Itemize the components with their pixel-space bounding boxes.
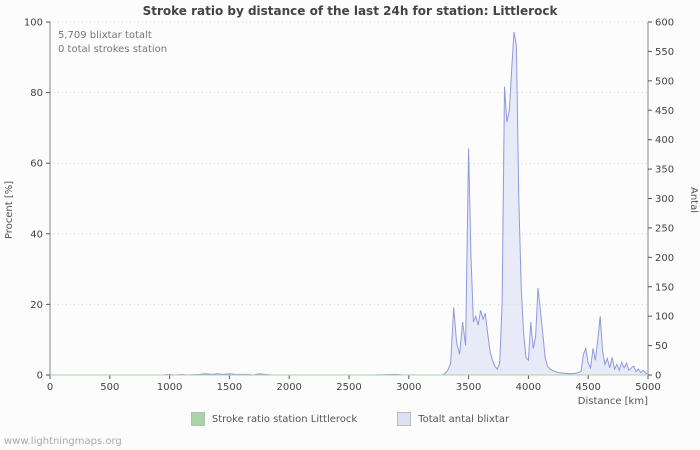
y-axis-left-title: Procent [%] (4, 181, 15, 239)
legend-item-stroke-ratio: Stroke ratio station Littlerock (190, 412, 358, 426)
y-left-tick-label: 0 (37, 371, 43, 382)
y-right-tick-label: 50 (655, 341, 668, 352)
y-right-tick-label: 500 (655, 76, 674, 87)
series-total-strokes-fill (50, 32, 648, 375)
y-left-tick-label: 40 (30, 229, 43, 240)
x-tick-label: 500 (100, 382, 119, 393)
watermark: www.lightningmaps.org (4, 436, 122, 447)
y-left-tick-label: 60 (30, 159, 43, 170)
x-tick-label: 2500 (336, 382, 361, 393)
y-right-tick-label: 350 (655, 165, 674, 176)
legend-swatch-stroke-ratio-icon (190, 412, 205, 426)
x-tick-label: 0 (47, 382, 53, 393)
chart-legend: Stroke ratio station Littlerock Totalt a… (0, 412, 700, 426)
y-right-tick-label: 550 (655, 47, 674, 58)
x-tick-label: 1500 (217, 382, 242, 393)
legend-item-total-strokes: Totalt antal blixtar (397, 412, 509, 426)
y-right-tick-label: 450 (655, 106, 674, 117)
y-right-tick-label: 0 (655, 371, 661, 382)
x-tick-label: 5000 (635, 382, 660, 393)
y-right-tick-label: 600 (655, 18, 674, 29)
y-right-tick-label: 100 (655, 312, 674, 323)
x-tick-label: 4000 (516, 382, 541, 393)
annotation-station-strokes: 0 total strokes station (58, 44, 168, 55)
y-right-tick-label: 150 (655, 282, 674, 293)
x-tick-label: 1000 (157, 382, 182, 393)
x-tick-label: 3500 (456, 382, 481, 393)
y-right-tick-label: 200 (655, 253, 674, 264)
x-tick-label: 4500 (575, 382, 600, 393)
chart-annotation: 5,709 blixtar totalt 0 total strokes sta… (58, 29, 167, 57)
legend-swatch-total-strokes-icon (397, 412, 412, 426)
x-tick-label: 2000 (276, 382, 301, 393)
y-left-tick-label: 20 (30, 300, 43, 311)
y-left-tick-label: 100 (24, 18, 43, 29)
y-right-tick-label: 250 (655, 223, 674, 234)
chart-title: Stroke ratio by distance of the last 24h… (142, 4, 558, 18)
y-axis-right-title: Antal (688, 187, 699, 213)
y-left-tick-label: 80 (30, 88, 43, 99)
legend-label-stroke-ratio: Stroke ratio station Littlerock (211, 413, 358, 425)
y-right-tick-label: 300 (655, 194, 674, 205)
series-total-strokes-line (50, 31, 649, 376)
x-axis-title: Distance [km] (578, 396, 648, 407)
y-right-tick-label: 400 (655, 135, 674, 146)
annotation-total-strokes: 5,709 blixtar totalt (58, 30, 152, 41)
x-tick-label: 3000 (396, 382, 421, 393)
legend-label-total-strokes: Totalt antal blixtar (418, 413, 510, 425)
